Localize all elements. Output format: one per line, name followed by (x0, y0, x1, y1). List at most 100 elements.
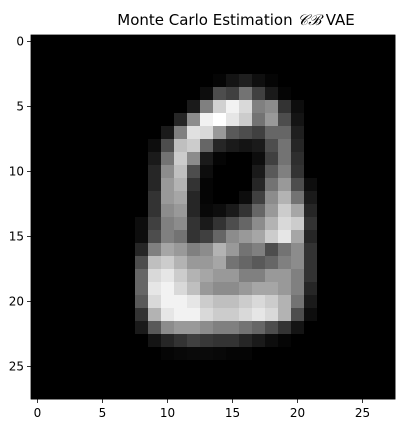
heatmap-cell (44, 308, 58, 322)
heatmap-cell (57, 178, 71, 192)
heatmap-cell (226, 74, 240, 88)
heatmap-cell (31, 61, 45, 75)
heatmap-cell (200, 373, 214, 387)
heatmap-cell (330, 35, 344, 49)
heatmap-cell (174, 308, 188, 322)
heatmap-cell (382, 74, 396, 88)
heatmap-cell (148, 347, 162, 361)
heatmap-cell (135, 373, 149, 387)
heatmap-cell (44, 386, 58, 400)
heatmap-cell (187, 74, 201, 88)
heatmap-cell (31, 282, 45, 296)
heatmap-cell (31, 204, 45, 218)
heatmap-cell (83, 243, 97, 257)
heatmap-cell (161, 35, 175, 49)
heatmap-cell (369, 282, 383, 296)
heatmap-cell (239, 217, 253, 231)
heatmap-cell (252, 178, 266, 192)
heatmap-cell (200, 204, 214, 218)
heatmap-cell (343, 269, 357, 283)
heatmap-cell (343, 256, 357, 270)
heatmap-cell (343, 152, 357, 166)
heatmap-cell (44, 61, 58, 75)
heatmap-cell (304, 360, 318, 374)
heatmap-cell (278, 230, 292, 244)
heatmap-cell (135, 334, 149, 348)
heatmap-cell (239, 282, 253, 296)
x-tick-label: 10 (160, 406, 175, 420)
heatmap-cell (330, 347, 344, 361)
heatmap-cell (226, 126, 240, 140)
heatmap-cell (96, 35, 110, 49)
heatmap-cell (226, 87, 240, 101)
heatmap-cell (265, 113, 279, 127)
heatmap-cell (31, 386, 45, 400)
heatmap-cell (70, 230, 84, 244)
heatmap-cell (135, 87, 149, 101)
heatmap-cell (239, 334, 253, 348)
heatmap-cell (57, 48, 71, 62)
heatmap-cell (174, 334, 188, 348)
heatmap-cell (70, 282, 84, 296)
heatmap-cell (57, 152, 71, 166)
heatmap-cell (57, 191, 71, 205)
heatmap-cell (44, 48, 58, 62)
heatmap-cell (213, 61, 227, 75)
heatmap-cell (122, 61, 136, 75)
heatmap-cell (83, 191, 97, 205)
heatmap-cell (200, 165, 214, 179)
heatmap-cell (265, 256, 279, 270)
heatmap-cell (226, 282, 240, 296)
heatmap-cell (135, 295, 149, 309)
heatmap-cell (369, 321, 383, 335)
heatmap-cell (369, 360, 383, 374)
heatmap-cell (148, 61, 162, 75)
heatmap-cell (70, 204, 84, 218)
heatmap-cell (70, 139, 84, 153)
heatmap-cell (31, 269, 45, 283)
heatmap-cell (356, 113, 370, 127)
heatmap-cell (239, 113, 253, 127)
heatmap-cell (356, 386, 370, 400)
heatmap-cell (122, 282, 136, 296)
heatmap-cell (109, 87, 123, 101)
heatmap-cell (148, 139, 162, 153)
heatmap-cell (356, 74, 370, 88)
heatmap-cell (135, 126, 149, 140)
heatmap-cell (122, 217, 136, 231)
heatmap-cell (213, 87, 227, 101)
heatmap-cell (200, 126, 214, 140)
heatmap-cell (200, 113, 214, 127)
heatmap-cell (174, 386, 188, 400)
heatmap-cell (122, 48, 136, 62)
heatmap-cell (83, 282, 97, 296)
heatmap-cell (200, 256, 214, 270)
heatmap-cell (356, 373, 370, 387)
heatmap-cell (330, 295, 344, 309)
heatmap-cell (187, 256, 201, 270)
heatmap-cell (239, 373, 253, 387)
heatmap-cell (83, 360, 97, 374)
heatmap-cell (57, 373, 71, 387)
heatmap-cell (291, 74, 305, 88)
heatmap-cell (44, 256, 58, 270)
heatmap-cell (252, 126, 266, 140)
heatmap-cell (187, 230, 201, 244)
heatmap-cell (330, 100, 344, 114)
heatmap-cell (278, 256, 292, 270)
heatmap-cell (174, 48, 188, 62)
heatmap-cell (369, 126, 383, 140)
heatmap-cell (317, 35, 331, 49)
heatmap-cell (343, 360, 357, 374)
heatmap-cell (382, 256, 396, 270)
heatmap-cell (200, 334, 214, 348)
heatmap-cell (330, 256, 344, 270)
heatmap-cell (57, 256, 71, 270)
heatmap-cell (239, 347, 253, 361)
heatmap-cell (291, 178, 305, 192)
x-tick-label: 25 (355, 406, 370, 420)
heatmap-cell (239, 321, 253, 335)
heatmap-cell (200, 152, 214, 166)
heatmap-cell (187, 373, 201, 387)
heatmap-cell (291, 61, 305, 75)
